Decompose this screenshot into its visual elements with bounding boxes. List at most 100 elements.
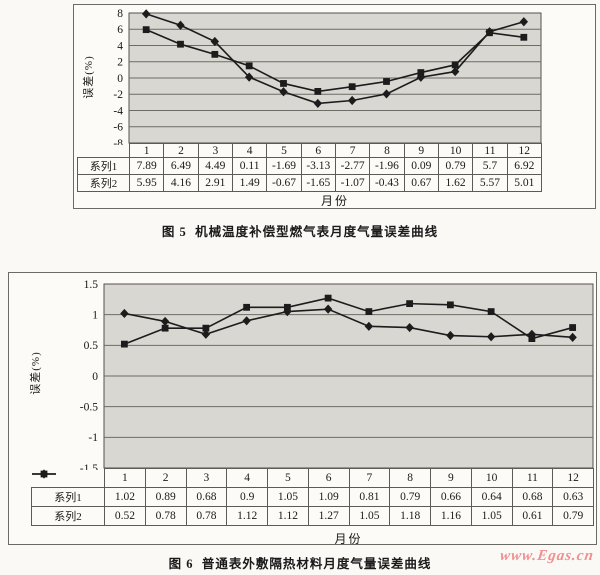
square-marker-icon bbox=[520, 33, 528, 41]
diamond-marker-icon bbox=[120, 308, 129, 319]
value-cell: 4.16 bbox=[163, 174, 199, 192]
table-corner-cell bbox=[78, 144, 130, 158]
value-cell: 0.61 bbox=[511, 506, 554, 526]
month-label-cell: 1 bbox=[104, 468, 146, 488]
month-label-cell: 1 bbox=[128, 143, 165, 158]
month-label-cell: 11 bbox=[472, 143, 508, 158]
diamond-marker-icon bbox=[382, 89, 391, 99]
square-marker-icon bbox=[283, 303, 291, 311]
value-cell: 5.95 bbox=[128, 174, 165, 192]
value-cell: 1.12 bbox=[226, 506, 268, 526]
month-label-cell: 10 bbox=[437, 143, 474, 158]
square-marker-icon bbox=[243, 303, 251, 311]
square-marker-icon bbox=[446, 301, 454, 309]
fig6-plot-area: 1.5 1 0.5 0 -0.5 -1 -1.5 bbox=[80, 279, 594, 470]
value-cell: 0.79 bbox=[389, 487, 431, 507]
square-marker-icon bbox=[406, 300, 414, 308]
square-marker-icon bbox=[569, 324, 577, 331]
y-tick-label: -1.5 bbox=[80, 463, 98, 470]
month-label-cell: 8 bbox=[369, 143, 405, 158]
value-cell: 0.78 bbox=[185, 506, 228, 526]
square-marker-icon bbox=[120, 340, 128, 348]
series-row-系列2: 系列2 0.52 0.78 0.78 1.12 1.12 1.27 1.05 1.18 1.16 1… bbox=[31, 470, 594, 526]
value-cell: 0.68 bbox=[511, 487, 554, 507]
figure-6-caption: 图 6 普通表外敷隔热材料月度气量误差曲线 bbox=[0, 553, 600, 572]
y-tick-label: -1 bbox=[88, 432, 98, 444]
fig6-data-table: 1 2 3 4 5 6 7 8 9 10 11 12 系列1 1.02 0.89 0.68 0.9 1.05 1.0… bbox=[31, 468, 594, 526]
series-line-系列1 bbox=[124, 308, 573, 339]
value-cell: 5.01 bbox=[506, 174, 542, 192]
diamond-marker-icon bbox=[279, 87, 288, 97]
month-label-cell: 9 bbox=[430, 468, 472, 488]
diamond-marker-icon bbox=[347, 95, 357, 106]
month-label-cell: 11 bbox=[511, 468, 554, 488]
diamond-marker-icon bbox=[210, 36, 220, 47]
fig6-caption-text: 普通表外敷隔热材料月度气量误差曲线 bbox=[201, 557, 432, 571]
value-cell: -1.07 bbox=[334, 174, 371, 192]
value-cell: 1.18 bbox=[389, 506, 431, 526]
diamond-marker-icon bbox=[160, 316, 170, 327]
square-marker-icon bbox=[314, 88, 322, 95]
value-cell: 1.62 bbox=[437, 174, 474, 192]
month-header-row: 1 2 3 4 5 6 7 8 9 10 11 12 bbox=[78, 143, 542, 158]
month-label-cell: 5 bbox=[266, 143, 302, 158]
square-marker-icon bbox=[245, 62, 253, 70]
y-tick-label: 4 bbox=[117, 40, 123, 52]
diamond-marker-icon bbox=[450, 66, 460, 77]
y-tick-label: 1.5 bbox=[84, 279, 99, 291]
value-cell: 0.09 bbox=[403, 157, 439, 175]
value-cell: 5.7 bbox=[472, 157, 508, 175]
diamond-marker-icon bbox=[364, 321, 374, 331]
y-tick-label: -6 bbox=[113, 122, 123, 134]
month-label-cell: 4 bbox=[226, 468, 268, 488]
series-line-系列1 bbox=[145, 13, 525, 105]
value-cell: 7.89 bbox=[128, 157, 165, 175]
value-cell: 0.79 bbox=[552, 506, 594, 526]
value-cell: 0.68 bbox=[185, 487, 228, 507]
value-cell: 1.12 bbox=[267, 506, 309, 526]
square-marker-icon bbox=[365, 308, 373, 315]
y-tick-label: 1 bbox=[92, 309, 98, 321]
diamond-marker-icon bbox=[568, 332, 577, 342]
series-row-系列1: 系列1 1.02 0.89 0.68 0.9 1.05 1.09 0.81 0.79 0.66 0.… bbox=[31, 468, 594, 507]
month-label-cell: 6 bbox=[307, 468, 350, 488]
series-name-cell: 系列2 bbox=[31, 470, 105, 526]
site-watermark: www.Egas.cn bbox=[499, 548, 596, 564]
square-marker-icon bbox=[202, 324, 210, 332]
fig5-plot-area: 8 6 4 2 0 -2 -4 -6 -8 bbox=[113, 8, 542, 145]
value-cell: 0.78 bbox=[144, 506, 187, 526]
month-label-cell: 12 bbox=[506, 143, 542, 158]
month-label-cell: 5 bbox=[267, 468, 309, 488]
value-cell: 0.63 bbox=[552, 487, 594, 507]
value-cell: 2.91 bbox=[197, 174, 233, 192]
figure-5-caption: 图 5 机械温度补偿型燃气表月度气量误差曲线 bbox=[0, 221, 600, 240]
series-row-系列1: 系列1 7.89 6.49 4.49 0.11 -1.69 -3.13 -2.77 -1.96 0… bbox=[77, 157, 542, 175]
month-label-cell: 9 bbox=[403, 143, 439, 158]
diamond-marker-icon bbox=[242, 316, 251, 326]
value-cell: 1.02 bbox=[104, 487, 146, 507]
value-cell: 0.89 bbox=[144, 487, 187, 507]
value-cell: 1.09 bbox=[307, 487, 350, 507]
square-marker-icon bbox=[451, 61, 459, 69]
fig5-caption-text: 机械温度补偿型燃气表月度气量误差曲线 bbox=[195, 225, 439, 239]
value-cell: 6.49 bbox=[163, 157, 199, 175]
square-marker-icon bbox=[177, 40, 184, 48]
square-marker-icon bbox=[383, 78, 390, 85]
value-cell: 1.49 bbox=[231, 174, 268, 192]
month-header-row: 1 2 3 4 5 6 7 8 9 10 11 12 bbox=[32, 468, 594, 488]
value-cell: 1.27 bbox=[307, 506, 350, 526]
square-marker-icon bbox=[211, 50, 219, 58]
diamond-marker-icon bbox=[141, 9, 151, 19]
y-tick-label: 0 bbox=[117, 73, 123, 85]
month-label-cell: 4 bbox=[231, 143, 268, 158]
month-label-cell: 10 bbox=[470, 468, 513, 488]
y-tick-label: 0.5 bbox=[84, 340, 99, 352]
month-label-cell: 7 bbox=[334, 143, 371, 158]
y-tick-label: 8 bbox=[117, 8, 123, 20]
square-marker-icon bbox=[487, 308, 495, 315]
series-name-cell: 系列1 bbox=[77, 157, 130, 175]
value-cell: 0.67 bbox=[403, 174, 439, 192]
value-cell: 0.64 bbox=[470, 487, 513, 507]
y-tick-label: 6 bbox=[117, 24, 123, 36]
value-cell: 0.79 bbox=[437, 157, 474, 175]
